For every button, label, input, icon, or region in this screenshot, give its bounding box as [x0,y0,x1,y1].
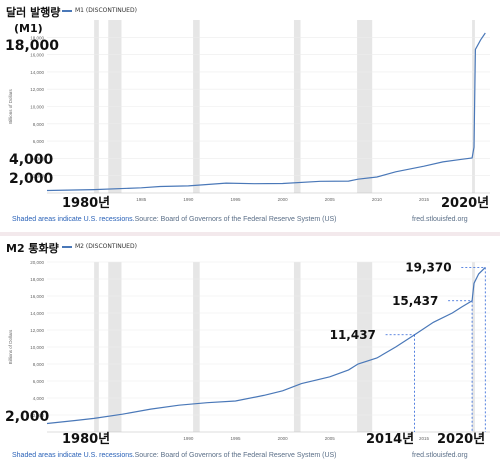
chart2-y-tick-label: 4,000 [33,396,45,401]
chart1-x-tick-label: 1985 [136,197,147,202]
m1-site-link[interactable]: fred.stlouisfed.org [412,216,468,223]
chart2-y-axis-label: Billions of Dollars [8,329,13,364]
chart2-x-tick-label: 2005 [325,436,336,441]
m1-4000-annotation: 4,000 [9,152,54,168]
m1-recession-note[interactable]: Shaded areas indicate U.S. recessions. [12,216,135,223]
chart1-x-tick-label: 2000 [278,197,289,202]
m1-18000-annotation: 18,000 [5,38,59,54]
chart2-x-tick-label: 1995 [231,436,242,441]
m2-value-callout: 11,437 [330,328,376,342]
chart1-y-tick-label: 14,000 [30,70,44,75]
m2-2014-annotation: 2014년 [366,432,414,447]
m2-legend: M2 (DISCONTINUED) [62,243,137,250]
m1-1980-annotation: 1980년 [62,196,110,211]
chart2-y-tick-label: 8,000 [33,362,45,367]
chart1-x-tick-label: 2010 [372,197,383,202]
chart1-x-tick-label: 1995 [231,197,242,202]
chart2-y-tick-label: 6,000 [33,379,45,384]
m2-2000-annotation: 2,000 [5,409,50,425]
m2-site-link[interactable]: fred.stlouisfed.org [412,452,468,459]
chart2-x-tick-label: 2000 [278,436,289,441]
chart2-x-tick-label: 1990 [183,436,194,441]
chart2-y-tick-label: 16,000 [30,294,44,299]
chart1-y-tick-label: 18,000 [30,35,44,40]
chart1-x-tick-label: 2015 [419,197,430,202]
chart1-y-axis-label: Billions of Dollars [8,88,13,123]
chart1-y-tick-label: 16,000 [30,53,44,58]
m2-1980-annotation: 1980년 [62,432,110,447]
chart1-y-tick-label: 12,000 [30,87,44,92]
m2-2020-annotation: 2020년 [437,432,485,447]
m1-legend: M1 (DISCONTINUED) [62,7,137,14]
m1-2020-annotation: 2020년 [441,196,489,211]
chart2-series-line [46,266,486,425]
m2-value-callout: 19,370 [405,260,451,274]
chart1-y-tick-label: 10,000 [30,105,44,110]
m2-chart-title: M2 통화량 [6,242,59,255]
m2-chart-panel: M2 통화량 M2 (DISCONTINUED) 2,000 4,000 6,000… [0,236,500,468]
m2-value-callout: 15,437 [392,294,438,308]
chart2-y-tick-label: 14,000 [30,311,44,316]
m1-chart-title: 달러 발행량 [6,6,61,19]
m1-chart-panel: 달러 발행량 M1 (DISCONTINUED) 2,000 4,000 6,000… [0,0,500,232]
m2-legend-swatch [62,245,72,248]
chart2-y-tick-label: 10,000 [30,345,44,350]
m2-legend-label: M2 (DISCONTINUED) [75,243,137,250]
chart1-y-tick-label: 2,000 [33,174,45,179]
chart2-y-tick-label: 2,000 [33,413,45,418]
m2-source: Source: Board of Governors of the Federa… [134,452,337,459]
m1-legend-swatch [62,9,72,12]
panel-divider [0,232,500,236]
m2-chart: 2,000 4,000 6,000 8,000 10,000 12,000 14,000 16… [5,260,490,447]
chart1-x-tick-label: 2005 [325,197,336,202]
m1-legend-label: M1 (DISCONTINUED) [75,7,137,14]
chart2-y-tick-label: 18,000 [30,277,44,282]
m1-footer: Shaded areas indicate U.S. recessions.So… [12,216,337,223]
m2-recession-note[interactable]: Shaded areas indicate U.S. recessions. [12,452,135,459]
m1-unit-annotation: (M1) [14,22,43,35]
chart1-y-tick-label: 4,000 [33,156,45,161]
m1-2000-annotation: 2,000 [9,171,54,187]
chart2-y-tick-label: 12,000 [30,328,44,333]
chart2-x-tick-label: 2015 [419,436,430,441]
chart1-x-tick-label: 1990 [183,197,194,202]
m1-source: Source: Board of Governors of the Federa… [134,216,337,223]
chart1-series-line [46,32,486,192]
m2-footer: Shaded areas indicate U.S. recessions.So… [12,452,337,459]
chart2-y-tick-label: 20,000 [30,260,44,265]
chart1-y-tick-label: 8,000 [33,122,45,127]
m1-chart: 2,000 4,000 6,000 8,000 10,000 12,000 14,000 16… [5,20,490,211]
chart1-y-tick-label: 6,000 [33,139,45,144]
